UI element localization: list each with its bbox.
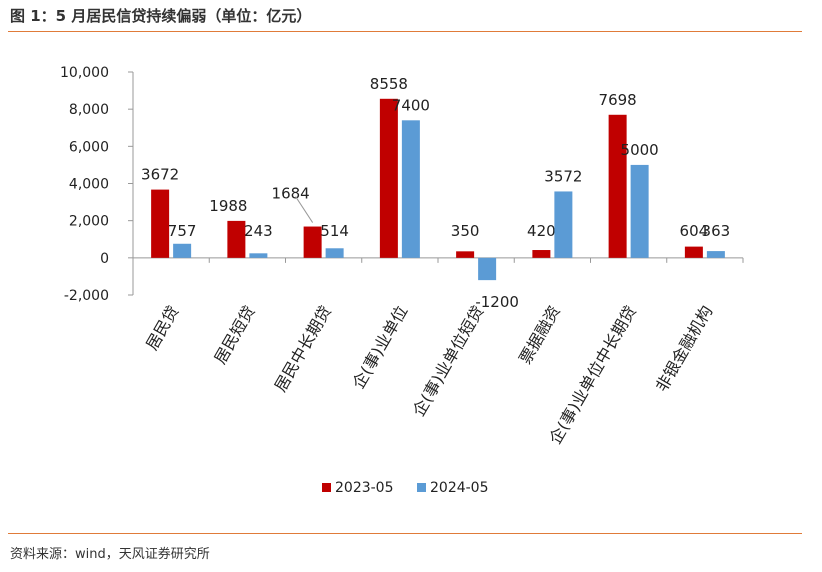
x-tick-label: 非银金融机构 xyxy=(652,302,716,395)
data-label: 7400 xyxy=(392,96,430,114)
data-label: 1988 xyxy=(209,197,247,215)
data-label: 7698 xyxy=(599,91,637,109)
bar-s1 xyxy=(456,251,475,258)
bar-s2 xyxy=(478,257,497,281)
bar-s1 xyxy=(532,250,551,258)
y-tick-label: 10,000 xyxy=(60,65,109,81)
data-label: 5000 xyxy=(621,141,659,159)
data-label: 757 xyxy=(168,222,197,240)
data-label: 350 xyxy=(451,222,480,240)
y-tick-label: 6,000 xyxy=(69,139,109,155)
bar-s1 xyxy=(151,189,170,258)
bar-s1 xyxy=(303,226,322,258)
data-label: 604 xyxy=(680,222,709,240)
x-tick-label: 居民短贷 xyxy=(210,302,258,367)
bar-s1 xyxy=(608,114,627,258)
data-label: 420 xyxy=(527,222,556,240)
bar-s2 xyxy=(706,251,725,258)
data-label: -1200 xyxy=(475,293,519,311)
source-note: 资料来源：wind，天风证券研究所 xyxy=(10,547,210,562)
bar-s2 xyxy=(249,253,268,258)
legend-swatch xyxy=(322,483,331,492)
legend-label: 2024-05 xyxy=(430,480,489,496)
y-tick-label: 0 xyxy=(100,251,109,267)
bar-s1 xyxy=(684,246,703,258)
data-label: 3572 xyxy=(544,167,582,185)
top-divider xyxy=(8,31,802,32)
y-tick-label: 2,000 xyxy=(69,214,109,230)
x-tick-label: 企(事)业单位短贷 xyxy=(409,302,488,419)
y-tick-label: 4,000 xyxy=(69,177,109,193)
data-label: 243 xyxy=(244,222,273,240)
legend-label: 2023-05 xyxy=(335,480,394,496)
bar-s2 xyxy=(630,164,649,258)
x-tick-label: 居民贷 xyxy=(142,302,182,353)
y-tick-label: -2,000 xyxy=(64,288,109,304)
data-label: 8558 xyxy=(370,75,408,93)
bar-s2 xyxy=(173,243,192,258)
data-label: 1684 xyxy=(272,185,310,203)
bar-s2 xyxy=(554,191,573,258)
data-label: 3672 xyxy=(141,166,179,184)
y-tick-label: 8,000 xyxy=(69,102,109,118)
bar-s1 xyxy=(379,98,398,258)
bottom-divider xyxy=(8,533,802,534)
label-leader-line xyxy=(295,196,314,223)
bar-s1 xyxy=(227,220,246,258)
data-label: 514 xyxy=(320,222,349,240)
bar-s2 xyxy=(325,248,344,258)
x-tick-label: 票据融资 xyxy=(515,302,563,367)
bar-chart: 10,000 8,000 6,000 4,000 2,000 0 -2,000 3672 198… xyxy=(60,65,744,496)
bar-s2 xyxy=(401,120,420,258)
x-tick-label: 企(事)业单位 xyxy=(349,302,412,392)
x-tick-label: 企(事)业单位中长期贷 xyxy=(545,302,640,447)
figure-title: 图 1：5 月居民信贷持续偏弱（单位：亿元） xyxy=(10,7,312,25)
legend-swatch xyxy=(417,483,426,492)
data-label: 363 xyxy=(702,222,731,240)
x-tick-label: 居民中长期贷 xyxy=(271,302,335,395)
